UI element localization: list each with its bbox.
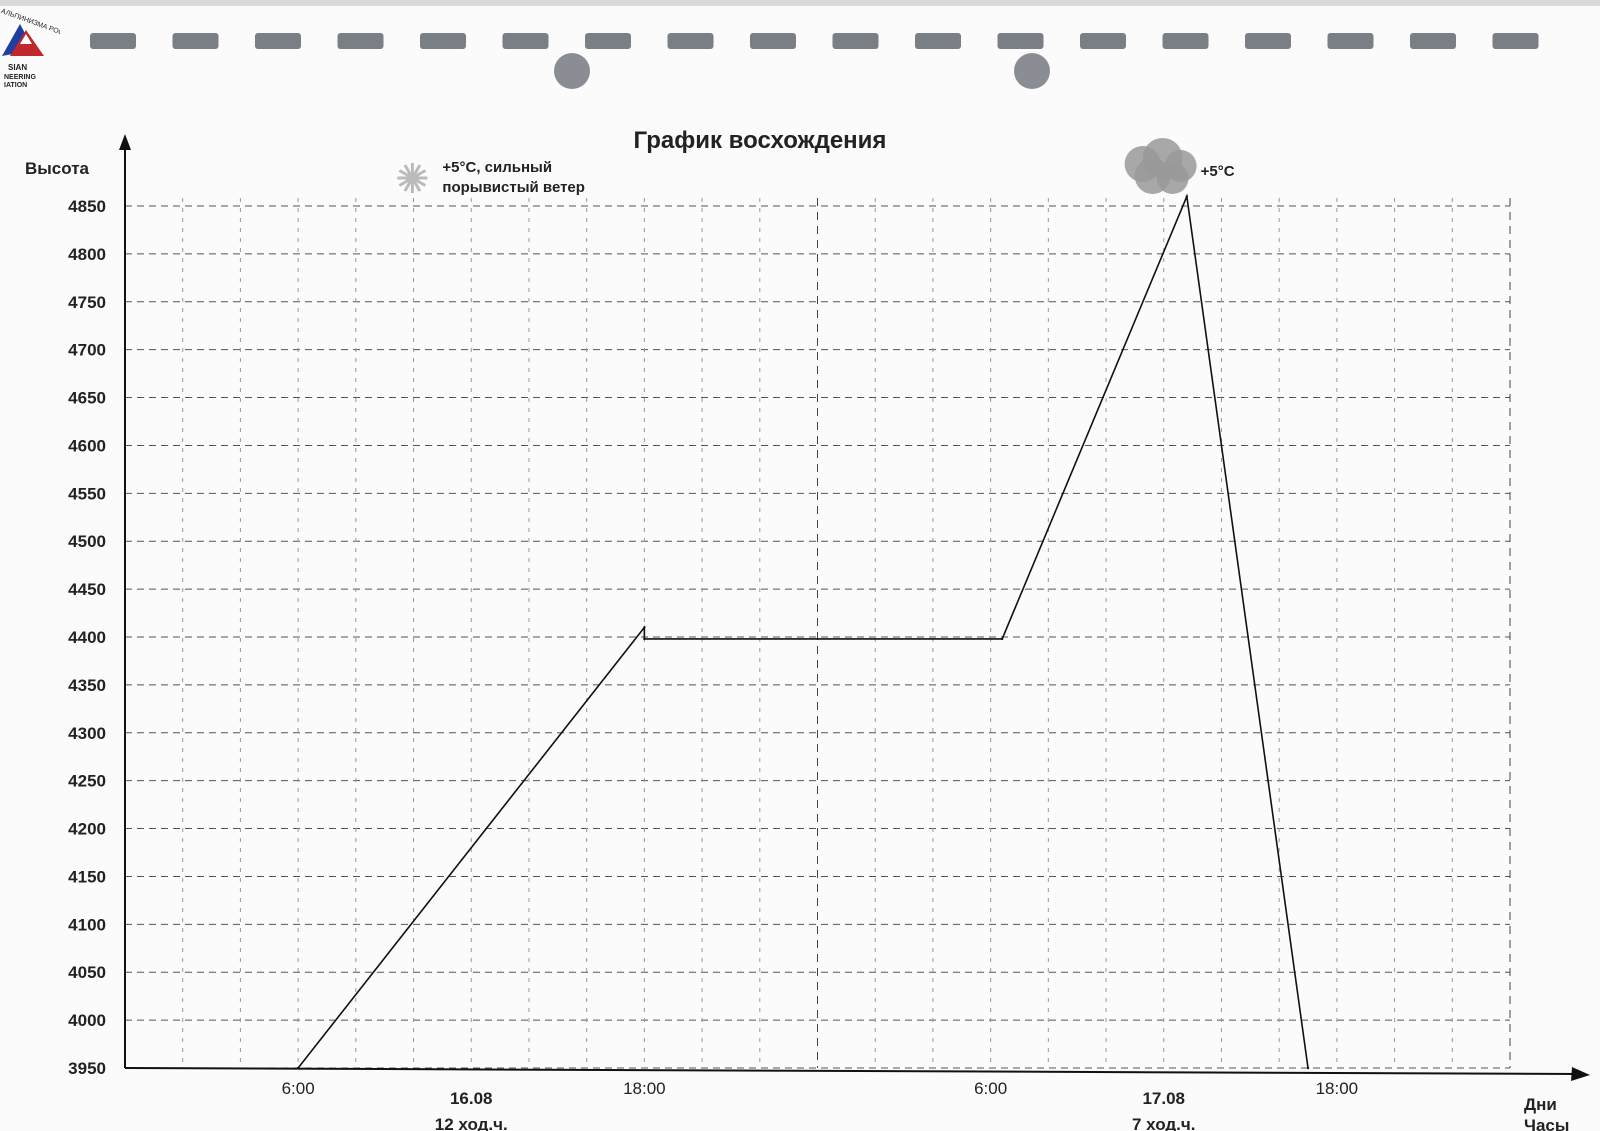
binder-slot — [1327, 33, 1374, 49]
y-tick-label: 4150 — [68, 867, 106, 886]
binder-slot — [832, 33, 879, 49]
x-tick-label: 6:00 — [282, 1079, 315, 1098]
svg-text:IATION: IATION — [4, 82, 27, 89]
weather-annotation-text: +5°C — [1201, 163, 1235, 180]
chart-axes — [119, 134, 1590, 1081]
x-axis-label-hours: Часы — [1524, 1116, 1569, 1131]
binder-slot — [502, 33, 549, 49]
y-tick-label: 4300 — [68, 724, 106, 743]
altitude-point — [643, 626, 646, 629]
day-labels: 16.08 12 ход.ч. 17.08 7 ход.ч. — [435, 1089, 1196, 1131]
cloud-icon — [1124, 138, 1197, 194]
day-hours-label: 7 ход.ч. — [1132, 1115, 1195, 1131]
binder-slot — [1410, 33, 1456, 49]
y-axis-arrow — [119, 134, 131, 150]
x-tick-label: 6:00 — [974, 1079, 1007, 1098]
y-tick-label: 4200 — [68, 820, 106, 839]
svg-text:SIAN: SIAN — [8, 63, 27, 72]
altitude-point — [1185, 195, 1189, 198]
day-date-label: 17.08 — [1142, 1089, 1185, 1108]
x-axis-label-days: Дни — [1524, 1095, 1557, 1114]
day-hours-label: 12 ход.ч. — [435, 1115, 508, 1131]
altitude-line — [297, 193, 1309, 1069]
binder-slot — [1492, 33, 1539, 49]
x-tick-label: 18:00 — [1316, 1079, 1359, 1098]
x-tick-label: 18:00 — [623, 1079, 666, 1098]
y-tick-label: 4400 — [68, 628, 106, 647]
binder-slot — [915, 33, 961, 49]
x-axis-arrow — [1571, 1067, 1590, 1081]
y-tick-label: 4100 — [68, 915, 106, 934]
binder-slot — [1245, 33, 1291, 49]
weather-annotations: +5°C, сильный порывистый ветер +5°C — [397, 138, 1235, 196]
day-date-label: 16.08 — [450, 1089, 493, 1108]
chart-grid — [125, 198, 1511, 1069]
y-tick-label: 4600 — [68, 436, 106, 455]
x-tick-labels: 6:00 18:00 6:00 18:00 — [282, 1079, 1359, 1098]
svg-text:NEERING: NEERING — [4, 74, 36, 81]
binder-slot — [420, 33, 466, 49]
altitude-point — [643, 637, 646, 641]
y-tick-label: 3950 — [68, 1059, 106, 1078]
chart-title: График восхождения — [634, 127, 887, 154]
snowflake-ray — [398, 169, 427, 187]
binder-slot — [337, 33, 384, 49]
binder-hole — [1014, 53, 1050, 89]
binder-slot — [90, 33, 136, 49]
altitude-point — [1000, 637, 1004, 641]
y-tick-label: 4850 — [68, 197, 106, 216]
y-tick-label: 4800 — [68, 245, 106, 264]
y-tick-label: 4000 — [68, 1011, 106, 1030]
x-axis — [124, 1067, 1581, 1075]
weather-annotation-text: +5°C, сильный — [442, 159, 552, 176]
y-tick-labels: 3950 4000 4050 4100 4150 4200 4250 4300 4350 4400… — [68, 197, 106, 1078]
altitude-point — [296, 1066, 300, 1070]
binder-holes — [90, 33, 1539, 89]
cloud-puff — [1156, 162, 1189, 194]
y-tick-label: 4650 — [68, 389, 106, 408]
binder-slot — [997, 33, 1044, 49]
y-tick-label: 4500 — [68, 532, 106, 551]
binder-slot — [585, 33, 631, 49]
binder-slot — [1080, 33, 1126, 49]
binder-slot — [1162, 33, 1209, 49]
binder-slot — [750, 33, 796, 49]
y-tick-label: 4450 — [68, 580, 106, 599]
altitude-point — [1306, 1066, 1310, 1070]
federation-logo: АЛЬПИНИЗМА РОССИИ SIAN NEERING IATION — [0, 8, 60, 89]
y-tick-label: 4750 — [68, 293, 106, 312]
y-tick-label: 4250 — [68, 772, 106, 791]
y-tick-label: 4550 — [68, 484, 106, 503]
binder-slot — [172, 33, 219, 49]
binder-slot — [667, 33, 714, 49]
y-axis-label: Высота — [25, 159, 90, 178]
binder-hole — [554, 53, 590, 89]
binder-slot — [255, 33, 301, 49]
weather-annotation-text: порывистый ветер — [442, 179, 585, 196]
y-tick-label: 4050 — [68, 963, 106, 982]
page-top-edge — [0, 0, 1600, 6]
wind-snow-icon — [397, 163, 428, 193]
y-tick-label: 4350 — [68, 676, 106, 695]
y-tick-label: 4700 — [68, 341, 106, 360]
altitude-series — [296, 193, 1310, 1070]
